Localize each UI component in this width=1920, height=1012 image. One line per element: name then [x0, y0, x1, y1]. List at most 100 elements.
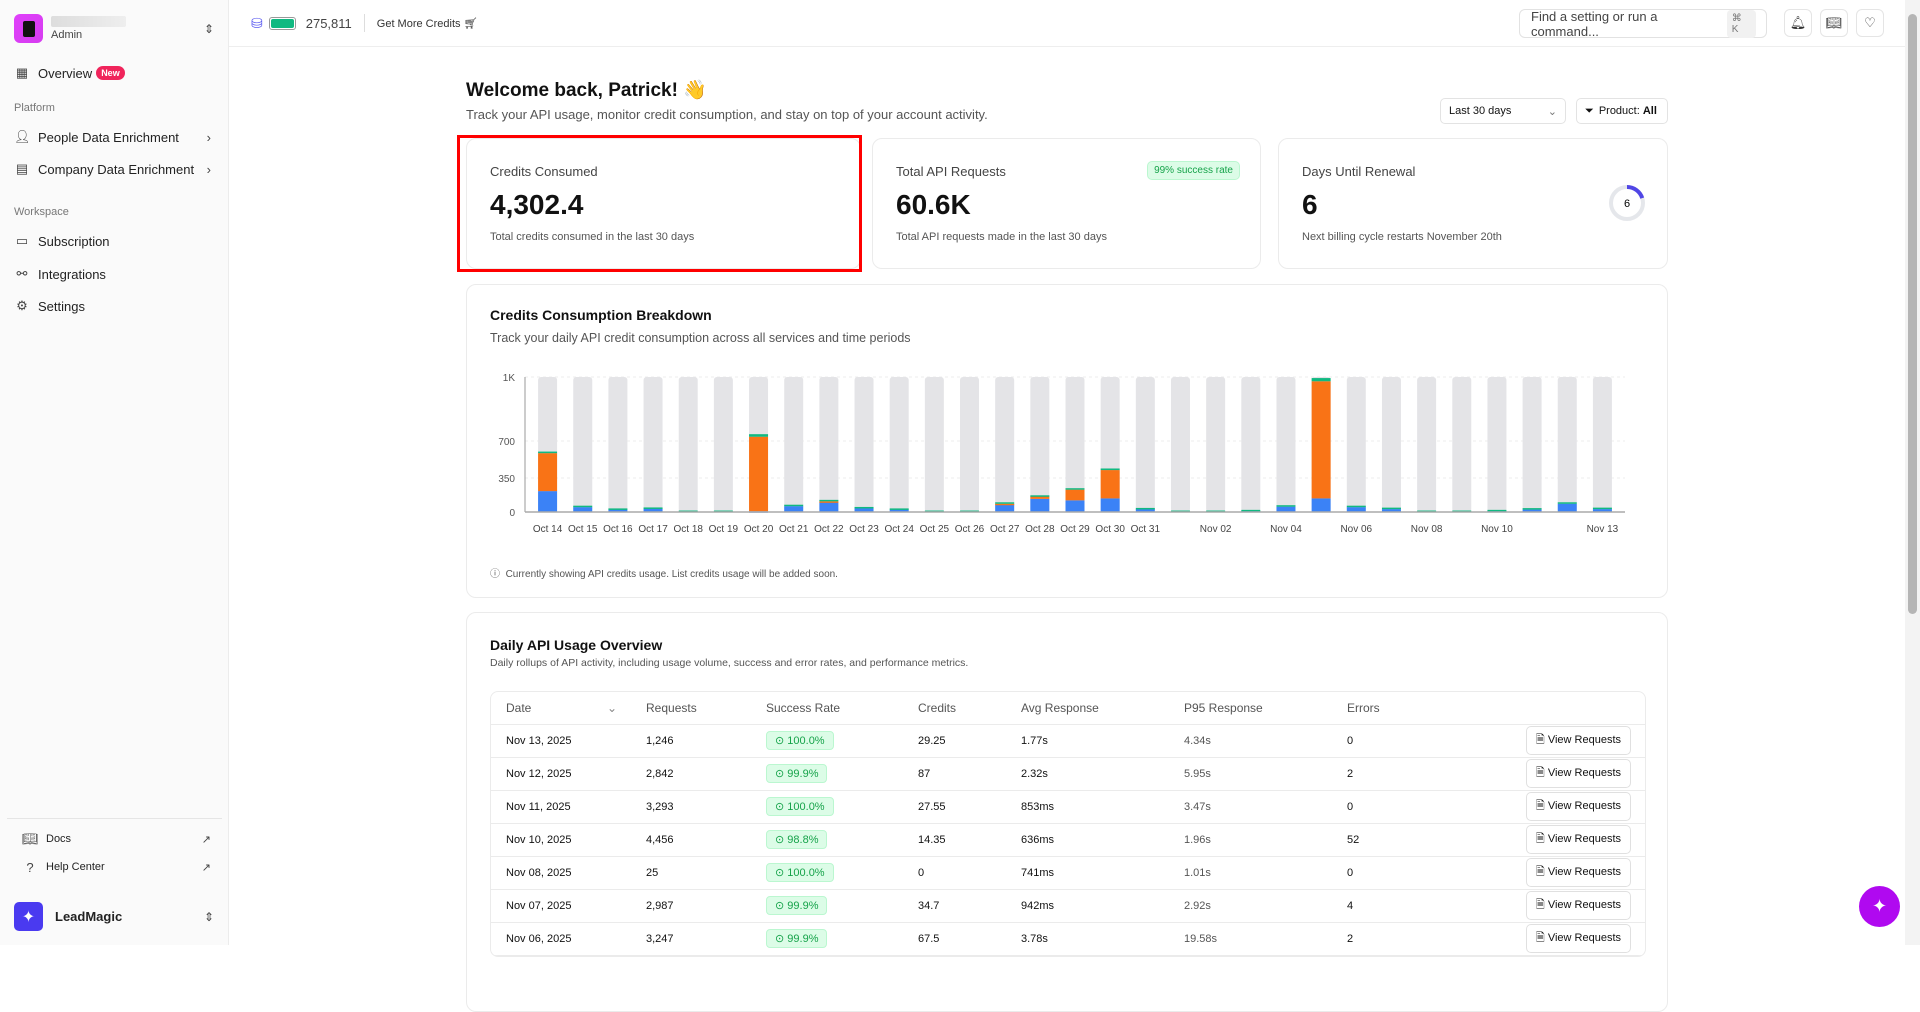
bar-segment-blue: [995, 504, 1015, 512]
product-filter[interactable]: ⏷ Product: All: [1576, 98, 1668, 124]
cell-p95-response: 1.01s: [1169, 856, 1332, 890]
view-requests-button[interactable]: 🗎 View Requests: [1525, 759, 1631, 788]
cell-errors: 52: [1332, 823, 1502, 857]
label: Integrations: [38, 266, 106, 282]
column-header: Errors: [1332, 692, 1502, 725]
label: Company Data Enrichment: [38, 161, 195, 177]
y-tick-label: 0: [509, 508, 515, 519]
bar-background: [608, 377, 628, 512]
label: Product:: [1598, 105, 1640, 117]
workspace-logo: [14, 14, 43, 43]
bar-segment-blue: [854, 508, 874, 512]
workspace-switcher[interactable]: Admin ⇕: [14, 14, 214, 43]
usage-table: Date ⌄ Requests Success Rate Credits Avg Resp…: [490, 691, 1646, 957]
get-more-credits-button[interactable]: Get More Credits 🛒︎: [377, 17, 478, 30]
view-requests-button[interactable]: 🗎 View Requests: [1525, 726, 1631, 755]
credits-bar-chart: 0 350 700 1K Oct 14 Oct 15 Oct 16 Oct 17 Oct 18 O…: [498, 373, 1625, 535]
x-tick-label: Oct 14: [533, 524, 563, 535]
user-icon: 👤︎: [14, 129, 31, 144]
bar-segment-green: [1241, 509, 1261, 512]
sidebar-item-subscription[interactable]: ▭ Subscription: [0, 232, 229, 250]
label: View Requests: [1547, 767, 1621, 779]
x-tick-label: Oct 31: [1131, 524, 1161, 535]
favorite-button[interactable]: ♡: [1856, 9, 1884, 37]
search-placeholder: Find a setting or run a command...: [1531, 8, 1658, 39]
chart-title: Credits Consumption Breakdown: [490, 307, 712, 323]
action-cell: 🗎 View Requests: [1502, 724, 1645, 758]
column-header: Success Rate: [751, 692, 903, 725]
table-row: Nov 10, 2025 4,456 ⊙ 98.8% 14.35 636ms 1.96s 5…: [491, 823, 1645, 857]
success-rate-cell: ⊙ 99.9%: [751, 889, 903, 923]
docs-button[interactable]: 📖︎: [1820, 9, 1848, 37]
success-rate-cell: ⊙ 100.0%: [751, 856, 903, 890]
x-tick-label: Nov 08: [1411, 524, 1443, 535]
bar-segment-orange: [819, 501, 839, 503]
cell-credits: 67.5: [903, 922, 1006, 956]
cell-credits: 29.25: [903, 724, 1006, 758]
value: 99.9%: [787, 933, 819, 945]
scrollbar[interactable]: [1905, 0, 1920, 945]
integrations-icon: ⚯: [16, 266, 28, 281]
bar-segment-green: [1381, 507, 1401, 510]
ring-progress: [1609, 185, 1645, 221]
notifications-button[interactable]: 🔔︎: [1784, 9, 1812, 37]
bar-segment-green: [1592, 507, 1612, 510]
kpi-credits-consumed: Credits Consumed 4,302.4 Total credits c…: [466, 138, 861, 269]
bar-segment-green: [1311, 378, 1331, 382]
bar-segment-blue: [1065, 500, 1085, 512]
bar-segment-blue: [1381, 509, 1401, 512]
view-requests-button[interactable]: 🗎 View Requests: [1525, 825, 1631, 854]
sidebar-link-help[interactable]: ? Help Center ↗: [0, 858, 229, 876]
view-requests-button[interactable]: 🗎 View Requests: [1525, 792, 1631, 821]
bar-segment-blue: [608, 509, 628, 512]
view-requests-button[interactable]: 🗎 View Requests: [1525, 858, 1631, 887]
success-rate-badge: ⊙ 99.9%: [766, 764, 828, 783]
kpi-desc: Total credits consumed in the last 30 da…: [490, 231, 695, 243]
bar-background: [1135, 377, 1155, 512]
gear-icon: ⚙: [16, 298, 28, 313]
leadmagic-logo: ✦: [14, 902, 43, 931]
cell-date: Nov 07, 2025: [491, 889, 631, 923]
bar-background: [1487, 377, 1507, 512]
bar-background: [784, 377, 804, 512]
credit-balance: 275,811: [305, 15, 352, 31]
bar-segment-green: [573, 505, 593, 508]
view-requests-button[interactable]: 🗎 View Requests: [1525, 891, 1631, 920]
kpi-value: 6: [1302, 189, 1318, 220]
x-tick-label: Oct 27: [990, 524, 1020, 535]
help-circle-icon: ?: [26, 859, 34, 875]
cell-avg-response: 636ms: [1006, 823, 1169, 857]
workspace-role: Admin: [51, 29, 83, 41]
cell-avg-response: 2.32s: [1006, 757, 1169, 791]
x-tick-label: Oct 23: [849, 524, 879, 535]
view-requests-button[interactable]: 🗎 View Requests: [1525, 924, 1631, 953]
table-subtitle: Daily rollups of API activity, including…: [490, 657, 969, 669]
sidebar-item-people[interactable]: 👤︎ People Data Enrichment ›: [0, 128, 229, 146]
success-rate-badge: ⊙ 100.0%: [766, 797, 834, 816]
kpi-desc: Next billing cycle restarts November 20t…: [1302, 231, 1502, 243]
command-search[interactable]: Find a setting or run a command... ⌘ K: [1519, 8, 1767, 39]
bar-segment-blue: [538, 491, 558, 512]
chart-note: ⓘ Currently showing API credits usage. L…: [490, 565, 838, 580]
cell-requests: 4,456: [631, 823, 751, 857]
column-header[interactable]: Date ⌄: [491, 692, 631, 725]
y-tick-label: 700: [498, 437, 515, 448]
assistant-fab-button[interactable]: ✦: [1859, 886, 1900, 927]
bar-segment-blue: [1030, 498, 1050, 512]
chevron-right-icon: ›: [206, 129, 211, 145]
sidebar-item-integrations[interactable]: ⚯ Integrations: [0, 265, 229, 283]
topbar: ⛁ 275,811 Get More Credits 🛒︎ Find a set…: [229, 0, 1905, 47]
label: Get More Credits: [376, 17, 461, 30]
sidebar-item-settings[interactable]: ⚙ Settings: [0, 297, 229, 315]
new-badge: New: [96, 66, 125, 80]
external-link-icon: ↗: [201, 861, 211, 874]
action-cell: 🗎 View Requests: [1502, 823, 1645, 857]
date-range-select[interactable]: Last 30 days ⌄: [1440, 98, 1566, 124]
x-tick-label: Oct 29: [1060, 524, 1090, 535]
sidebar-link-docs[interactable]: 📖︎ Docs ↗: [0, 830, 229, 848]
sidebar-item-overview[interactable]: ▦ Overview New: [0, 64, 229, 82]
success-rate-cell: ⊙ 99.9%: [751, 922, 903, 956]
org-switcher[interactable]: ✦ LeadMagic ⇕: [14, 902, 214, 931]
sidebar-item-company[interactable]: ▤ Company Data Enrichment ›: [0, 160, 229, 178]
cell-credits: 0: [903, 856, 1006, 890]
